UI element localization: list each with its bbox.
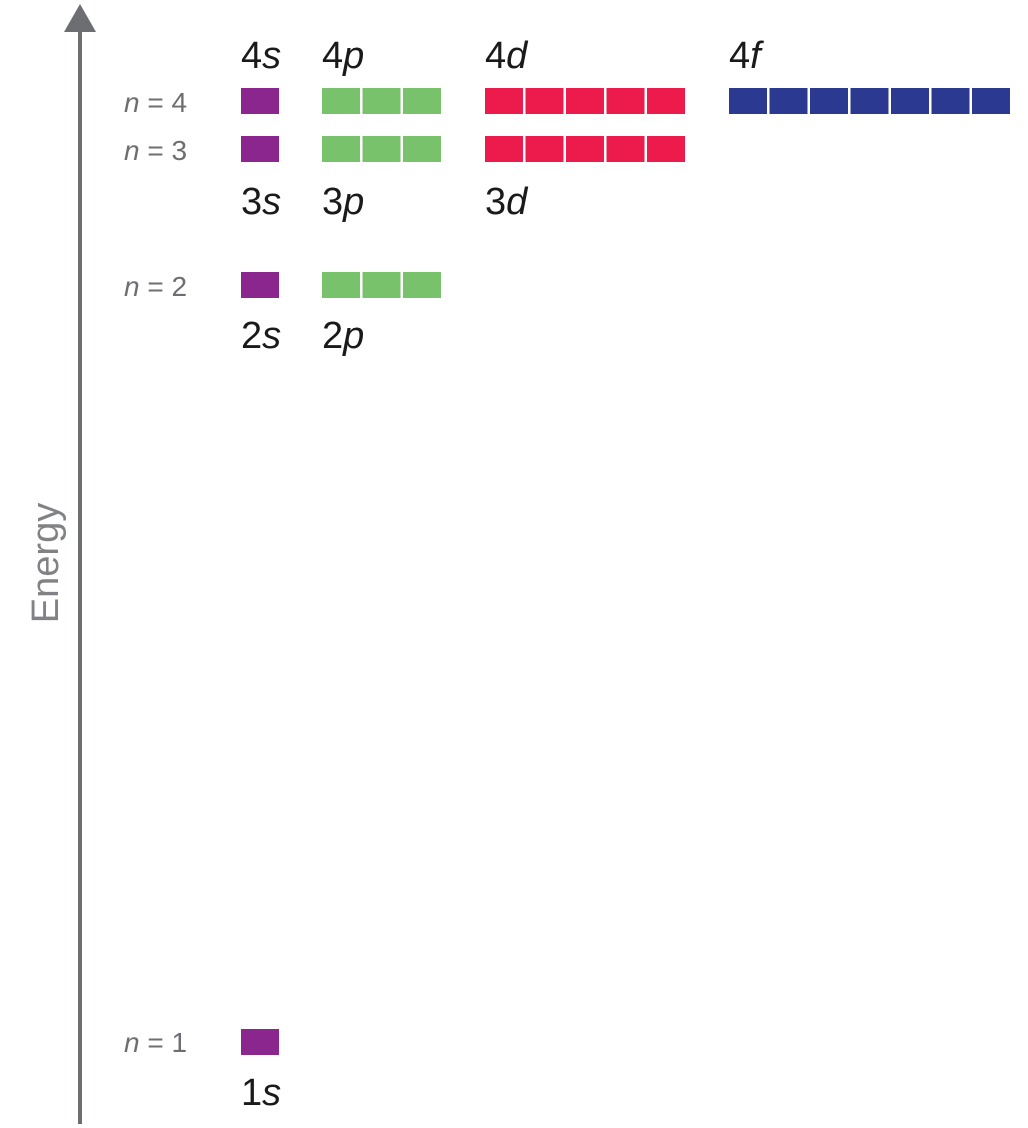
orbital-box-3d-4 [606, 136, 645, 162]
subshell-label-4f: 4f [729, 35, 764, 77]
subshell-label-4f-l: f [750, 35, 764, 77]
subshell-1s: 1s [241, 1029, 281, 1114]
level-label-n2: n = 2 [124, 271, 187, 302]
energy-axis-title: Energy [25, 503, 67, 623]
orbital-box-3p-2 [362, 136, 401, 162]
orbital-box-2p-2 [362, 272, 401, 298]
subshell-label-3d-l: d [506, 181, 529, 223]
orbital-box-4p-1 [322, 88, 360, 114]
orbital-box-3p-1 [322, 136, 360, 162]
subshell-label-3s-l: s [262, 181, 281, 223]
level-label-n1: n = 1 [124, 1027, 187, 1058]
energy-axis-arrowhead [64, 4, 96, 32]
level-label-n4: n = 4 [124, 87, 187, 118]
subshell-label-4p-l: p [342, 35, 364, 77]
subshell-2s: 2s [241, 272, 281, 357]
level-label-n1-eq: = 1 [140, 1027, 187, 1058]
orbital-box-3p-3 [403, 136, 441, 162]
orbital-box-3d-3 [566, 136, 604, 162]
subshell-2p: 2p [322, 272, 441, 357]
subshell-label-2p-n: 2 [322, 315, 343, 357]
orbital-box-2s-1 [241, 272, 279, 298]
subshell-label-2s: 2s [241, 315, 281, 357]
subshell-label-3p-l: p [342, 181, 364, 223]
orbital-box-4s-1 [241, 88, 279, 114]
level-label-n4-var: n [124, 87, 140, 118]
orbital-box-4f-4 [850, 88, 889, 114]
subshell-label-3s-n: 3 [241, 181, 262, 223]
subshell-label-4d-l: d [506, 35, 529, 77]
orbital-box-1s-1 [241, 1029, 279, 1055]
subshell-3d: 3d [485, 136, 685, 223]
subshell-label-4s-n: 4 [241, 35, 262, 77]
level-label-n2-var: n [124, 271, 140, 302]
orbital-box-4d-5 [647, 88, 685, 114]
subshell-4d: 4d [485, 35, 685, 114]
orbital-box-3d-1 [485, 136, 523, 162]
orbital-box-3d-2 [525, 136, 564, 162]
subshell-label-3p-n: 3 [322, 181, 343, 223]
orbital-box-4d-1 [485, 88, 523, 114]
subshell-4p: 4p [322, 35, 441, 114]
subshell-label-2p-l: p [342, 315, 364, 357]
orbital-box-4p-3 [403, 88, 441, 114]
orbital-box-4p-2 [362, 88, 401, 114]
subshell-label-4d: 4d [485, 35, 529, 77]
orbital-box-4f-6 [931, 88, 970, 114]
orbital-box-4f-3 [810, 88, 848, 114]
level-label-n3: n = 3 [124, 135, 187, 166]
subshell-label-2s-n: 2 [241, 315, 262, 357]
subshell-label-1s-n: 1 [241, 1072, 262, 1114]
subshell-label-2p: 2p [322, 315, 364, 357]
energy-axis: Energy [25, 4, 96, 1124]
level-label-n2-eq: = 2 [140, 271, 187, 302]
orbital-box-4f-7 [972, 88, 1010, 114]
subshell-label-2s-l: s [262, 315, 281, 357]
level-label-n3-var: n [124, 135, 140, 166]
orbital-box-2p-3 [403, 272, 441, 298]
subshell-label-3s: 3s [241, 181, 281, 223]
orbital-box-4f-1 [729, 88, 767, 114]
subshell-label-3p: 3p [322, 181, 364, 223]
level-label-n1-var: n [124, 1027, 140, 1058]
orbital-box-4d-2 [525, 88, 564, 114]
orbital-box-4f-2 [769, 88, 808, 114]
level-labels: n = 4 n = 3 n = 2 n = 1 [124, 87, 187, 1058]
subshell-3p: 3p [322, 136, 441, 223]
subshell-4s: 4s [241, 35, 281, 114]
subshell-label-1s-l: s [262, 1072, 281, 1114]
orbital-box-4d-3 [566, 88, 604, 114]
orbital-box-3d-5 [647, 136, 685, 162]
subshell-label-4f-n: 4 [729, 35, 750, 77]
orbital-box-4f-5 [891, 88, 929, 114]
orbital-box-3s-1 [241, 136, 279, 162]
subshell-label-4s: 4s [241, 35, 281, 77]
subshell-3s: 3s [241, 136, 281, 223]
orbital-box-4d-4 [606, 88, 645, 114]
subshell-label-3d: 3d [485, 181, 529, 223]
orbital-box-2p-1 [322, 272, 360, 298]
subshell-4f: 4f [729, 35, 1010, 114]
subshell-label-4d-n: 4 [485, 35, 506, 77]
subshell-label-4p: 4p [322, 35, 364, 77]
subshell-label-1s: 1s [241, 1072, 281, 1114]
level-label-n3-eq: = 3 [140, 135, 187, 166]
subshell-label-4s-l: s [262, 35, 281, 77]
subshell-label-4p-n: 4 [322, 35, 343, 77]
subshell-label-3d-n: 3 [485, 181, 506, 223]
level-label-n4-eq: = 4 [140, 87, 187, 118]
